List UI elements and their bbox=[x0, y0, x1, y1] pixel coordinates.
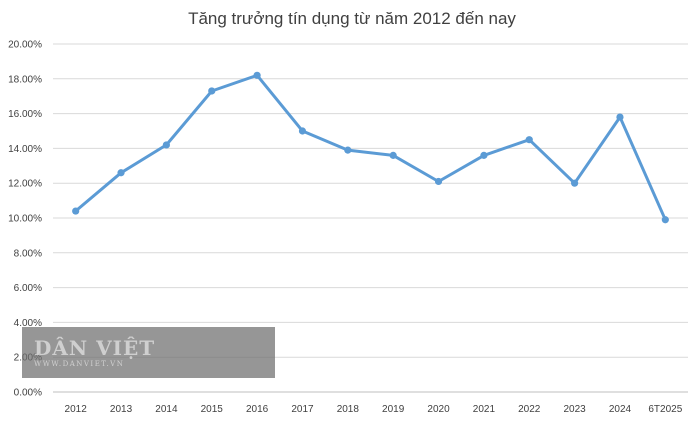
data-point bbox=[72, 207, 80, 215]
y-tick-label: 12.00% bbox=[8, 179, 42, 190]
x-tick-label: 2015 bbox=[201, 404, 224, 415]
gridlines bbox=[53, 43, 688, 393]
x-axis-ticks: 2012 2013 2014 2015 2016 2017 2018 2019 2020 2021… bbox=[65, 404, 683, 415]
series bbox=[72, 71, 669, 224]
data-point bbox=[162, 141, 170, 149]
x-tick-label: 2024 bbox=[609, 404, 632, 415]
data-point bbox=[298, 127, 307, 135]
x-tick-label: 2023 bbox=[563, 404, 586, 415]
x-tick-label: 2012 bbox=[65, 404, 88, 415]
y-tick-label: 16.00% bbox=[8, 109, 42, 120]
chart-title: Tăng trưởng tín dụng từ năm 2012 đến nay bbox=[188, 9, 516, 28]
y-tick-label: 14.00% bbox=[8, 144, 42, 155]
x-tick-label: 2021 bbox=[473, 404, 496, 415]
data-point bbox=[117, 169, 125, 177]
watermark-name: DÂN VIỆT bbox=[34, 336, 156, 360]
y-tick-label: 4.00% bbox=[14, 318, 42, 329]
x-tick-label: 2016 bbox=[246, 404, 269, 415]
x-tick-label: 6T2025 bbox=[648, 404, 682, 415]
x-tick-label: 2014 bbox=[155, 404, 178, 415]
data-point bbox=[480, 151, 488, 159]
data-point bbox=[434, 177, 443, 186]
y-tick-label: 0.00% bbox=[14, 388, 42, 399]
x-tick-label: 2018 bbox=[337, 404, 360, 415]
data-point bbox=[344, 146, 352, 154]
data-point bbox=[208, 87, 216, 95]
data-point bbox=[525, 136, 533, 144]
y-tick-label: 18.00% bbox=[8, 74, 42, 85]
data-point bbox=[571, 179, 579, 187]
x-tick-label: 2019 bbox=[382, 404, 405, 415]
y-tick-label: 6.00% bbox=[14, 283, 42, 294]
data-point bbox=[661, 216, 669, 224]
watermark-logo: DÂN VIỆT WWW.DANVIET.VN bbox=[22, 327, 275, 378]
x-tick-label: 2013 bbox=[110, 404, 133, 415]
watermark-url: WWW.DANVIET.VN bbox=[34, 360, 125, 368]
x-tick-label: 2022 bbox=[518, 404, 541, 415]
x-tick-label: 2017 bbox=[291, 404, 314, 415]
series-line bbox=[74, 73, 667, 222]
y-tick-label: 10.00% bbox=[8, 214, 42, 225]
data-point bbox=[616, 113, 624, 121]
y-tick-label: 20.00% bbox=[8, 40, 42, 51]
data-point bbox=[253, 71, 261, 79]
x-tick-label: 2020 bbox=[427, 404, 450, 415]
y-tick-label: 8.00% bbox=[14, 248, 42, 259]
data-point bbox=[389, 151, 397, 159]
